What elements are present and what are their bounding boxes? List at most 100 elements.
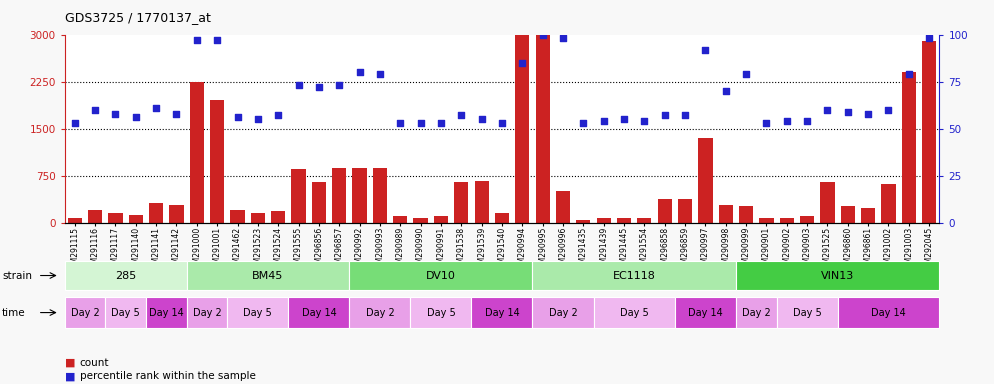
Bar	[190, 82, 204, 223]
Text: Day 2: Day 2	[366, 308, 395, 318]
Bar	[577, 220, 590, 223]
Point	[128, 114, 144, 121]
Point	[87, 107, 103, 113]
Text: VIN13: VIN13	[821, 270, 854, 281]
Bar	[271, 212, 285, 223]
Point	[799, 118, 815, 124]
Point	[840, 109, 856, 115]
Bar	[149, 203, 163, 223]
Point	[230, 114, 246, 121]
Point	[393, 120, 409, 126]
Point	[453, 113, 469, 119]
Bar	[882, 184, 896, 223]
Text: EC1118: EC1118	[612, 270, 656, 281]
Bar	[414, 218, 427, 223]
Text: Day 2: Day 2	[742, 308, 770, 318]
Text: Day 5: Day 5	[793, 308, 821, 318]
Text: Day 14: Day 14	[871, 308, 906, 318]
Text: Day 5: Day 5	[111, 308, 140, 318]
Point	[189, 37, 205, 43]
Bar	[312, 182, 326, 223]
Point	[881, 107, 897, 113]
Bar	[108, 214, 122, 223]
Bar	[800, 217, 814, 223]
Bar	[922, 41, 936, 223]
Bar	[454, 182, 468, 223]
Bar	[250, 213, 265, 223]
Bar	[291, 169, 306, 223]
Point	[819, 107, 835, 113]
Point	[352, 69, 368, 75]
Bar	[353, 167, 367, 223]
Bar	[617, 218, 631, 223]
Text: Day 14: Day 14	[688, 308, 723, 318]
Bar	[536, 35, 550, 223]
Point	[413, 120, 428, 126]
Bar	[231, 210, 245, 223]
Bar	[678, 199, 692, 223]
Point	[290, 82, 306, 88]
Text: Day 5: Day 5	[244, 308, 272, 318]
Text: ■: ■	[65, 358, 76, 368]
Text: percentile rank within the sample: percentile rank within the sample	[80, 371, 255, 381]
Point	[616, 116, 632, 122]
Point	[779, 118, 795, 124]
Point	[209, 37, 225, 43]
Bar	[556, 191, 571, 223]
Text: count: count	[80, 358, 109, 368]
Text: Day 14: Day 14	[149, 308, 184, 318]
Bar	[596, 218, 610, 223]
Text: BM45: BM45	[252, 270, 283, 281]
Bar	[474, 181, 489, 223]
Point	[311, 84, 327, 90]
Point	[657, 113, 673, 119]
Text: DV10: DV10	[426, 270, 456, 281]
Bar	[637, 218, 651, 223]
Bar	[88, 210, 102, 223]
Bar	[128, 215, 143, 223]
Point	[169, 111, 185, 117]
Point	[677, 113, 693, 119]
Bar	[394, 217, 408, 223]
Point	[636, 118, 652, 124]
Bar	[841, 206, 855, 223]
Point	[901, 71, 916, 77]
Text: Day 5: Day 5	[426, 308, 455, 318]
Bar	[210, 101, 225, 223]
Point	[555, 35, 571, 41]
Point	[270, 113, 286, 119]
Text: Day 14: Day 14	[485, 308, 519, 318]
Bar	[433, 217, 448, 223]
Point	[474, 116, 490, 122]
Text: Day 14: Day 14	[301, 308, 336, 318]
Point	[433, 120, 449, 126]
Text: ■: ■	[65, 371, 76, 381]
Bar	[779, 218, 794, 223]
Point	[535, 31, 551, 38]
Point	[595, 118, 611, 124]
Bar	[658, 199, 672, 223]
Bar	[373, 168, 387, 223]
Bar	[332, 168, 346, 223]
Point	[758, 120, 774, 126]
Point	[107, 111, 123, 117]
Bar	[698, 138, 713, 223]
Point	[860, 111, 876, 117]
Bar	[739, 206, 753, 223]
Bar	[515, 35, 530, 223]
Text: 285: 285	[115, 270, 136, 281]
Point	[148, 105, 164, 111]
Text: strain: strain	[2, 270, 32, 281]
Bar	[902, 72, 915, 223]
Text: Day 2: Day 2	[193, 308, 222, 318]
Bar	[759, 218, 773, 223]
Point	[372, 71, 388, 77]
Point	[718, 88, 734, 94]
Text: time: time	[2, 308, 26, 318]
Point	[249, 116, 265, 122]
Bar	[495, 214, 509, 223]
Point	[576, 120, 591, 126]
Point	[514, 60, 530, 66]
Point	[494, 120, 510, 126]
Text: Day 2: Day 2	[549, 308, 578, 318]
